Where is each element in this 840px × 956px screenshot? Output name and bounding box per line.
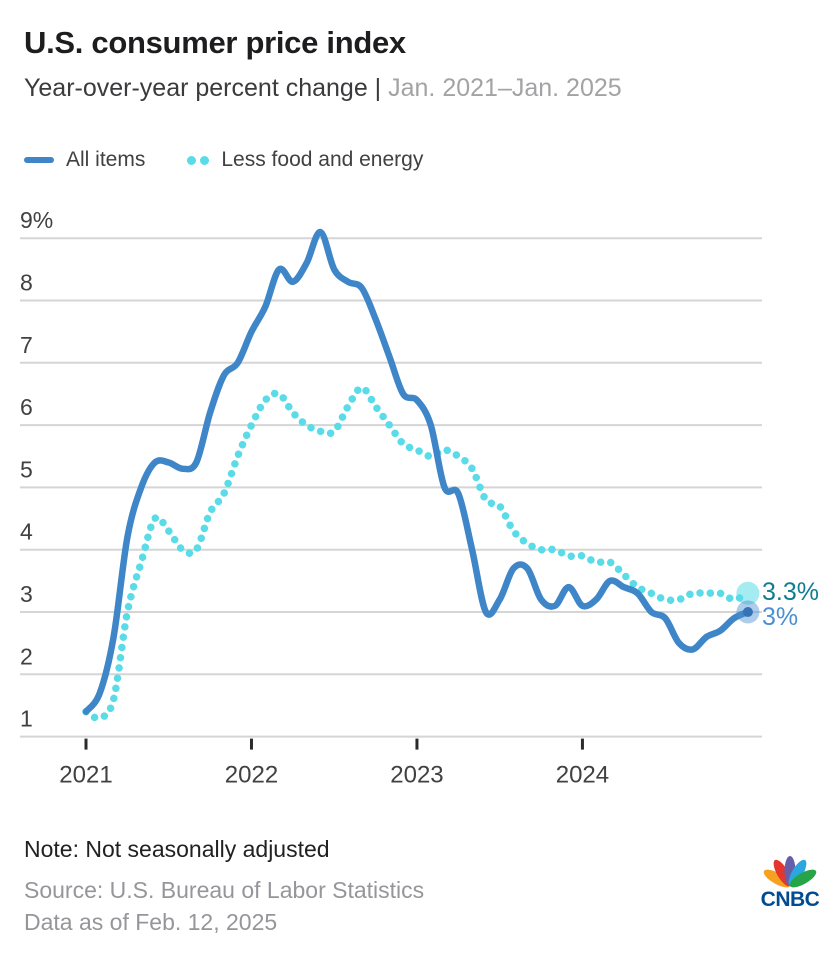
endpoint-marker-all-items bbox=[736, 600, 760, 624]
solid-line-swatch-icon bbox=[24, 157, 54, 163]
data-as-of-line: Data as of Feb. 12, 2025 bbox=[24, 909, 278, 935]
series-all-items-line bbox=[82, 228, 752, 715]
chart-subtitle: Year-over-year percent change | Jan. 202… bbox=[24, 74, 622, 103]
page-title: U.S. consumer price index bbox=[24, 25, 406, 60]
x-tick-label: 2022 bbox=[225, 762, 278, 789]
y-tick-label: 4 bbox=[20, 519, 33, 545]
legend-label: Less food and energy bbox=[221, 148, 424, 171]
series-core-line bbox=[82, 383, 752, 722]
end-value-label-all-items: 3% bbox=[762, 603, 799, 631]
x-tick-label: 2021 bbox=[59, 762, 112, 789]
cpi-line-chart: 1 2 3 4 5 6 7 8 9% 2021 2022 2023 2024 bbox=[20, 207, 762, 789]
end-value-label-core: 3.3% bbox=[762, 578, 819, 606]
endpoint-marker-core bbox=[736, 581, 760, 605]
x-tick-label: 2024 bbox=[556, 762, 609, 789]
y-tick-label: 1 bbox=[20, 706, 33, 732]
subtitle-date-range: Jan. 2021–Jan. 2025 bbox=[388, 74, 622, 102]
y-tick-label: 7 bbox=[20, 332, 33, 358]
x-tick-label: 2023 bbox=[390, 762, 443, 789]
source-line: Source: U.S. Bureau of Labor Statistics bbox=[24, 877, 425, 903]
legend-item-core: Less food and energy bbox=[187, 148, 423, 172]
y-tick-label: 8 bbox=[20, 270, 33, 296]
y-tick-label: 6 bbox=[20, 394, 33, 420]
cnbc-logo: CNBC bbox=[761, 856, 820, 911]
legend-label: All items bbox=[66, 148, 146, 171]
footnote: Note: Not seasonally adjusted bbox=[24, 836, 330, 862]
y-tick-label: 9% bbox=[20, 207, 53, 233]
source-block: Source: U.S. Bureau of Labor Statistics … bbox=[24, 874, 424, 938]
y-tick-label: 2 bbox=[20, 643, 33, 669]
y-tick-label: 3 bbox=[20, 581, 33, 607]
endpoint-marker-all-items-center bbox=[742, 607, 753, 617]
dotted-line-swatch-icon bbox=[187, 155, 210, 165]
legend-item-all-items: All items bbox=[24, 148, 145, 172]
chart-legend: All items Less food and energy bbox=[24, 148, 423, 172]
subtitle-main: Year-over-year percent change | bbox=[24, 74, 382, 102]
y-tick-label: 5 bbox=[20, 456, 33, 482]
peacock-icon bbox=[763, 856, 817, 888]
cnbc-logo-text: CNBC bbox=[761, 888, 820, 911]
